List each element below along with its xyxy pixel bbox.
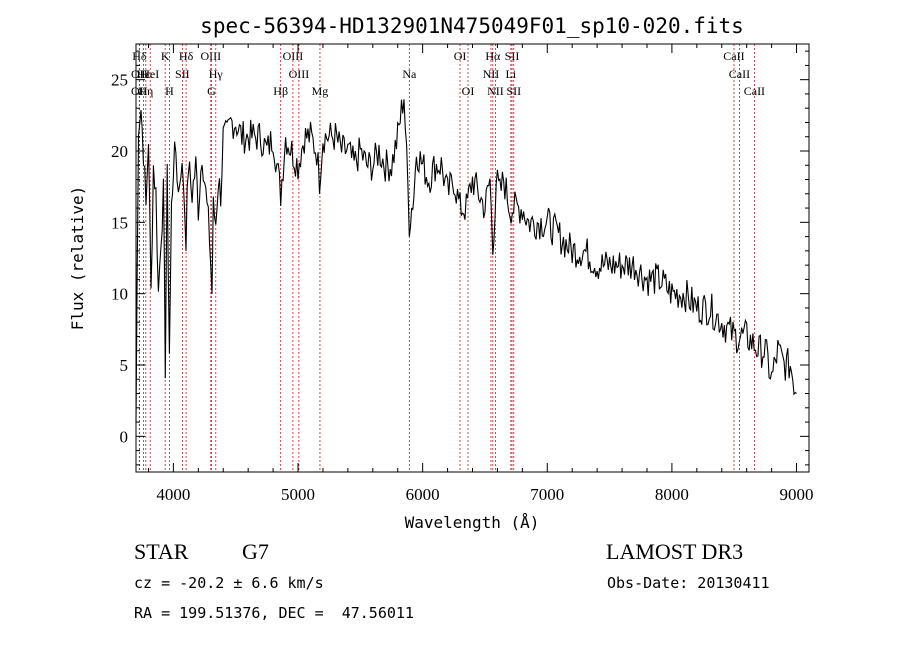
survey-name: LAMOST DR3 <box>606 539 744 564</box>
marker-label-4: Hη <box>138 84 153 98</box>
redshift-readout: cz = -20.2 ± 6.6 km/s <box>134 574 324 592</box>
marker-label-18: OI <box>454 49 467 63</box>
y-tick-label-3: 15 <box>111 213 128 232</box>
marker-label-27: CaII <box>729 67 750 81</box>
axis-ticks: 4000 5000 6000 7000 8000 9000 0 5 10 15 20 25 <box>111 44 814 504</box>
marker-label-20: Hα <box>485 49 501 63</box>
marker-label-22: NII <box>487 84 504 98</box>
y-tick-label-4: 20 <box>111 142 128 161</box>
marker-label-28: CaII <box>744 84 765 98</box>
marker-label-14: OIII <box>283 49 304 63</box>
obs-date: Obs-Date: 20130411 <box>607 574 770 592</box>
x-tick-label-3: 7000 <box>530 485 564 504</box>
x-axis-title: Wavelength (Å) <box>405 513 540 532</box>
marker-label-25: SII <box>506 84 521 98</box>
x-tick-label-0: 4000 <box>156 485 190 504</box>
object-class: STAR <box>134 539 189 564</box>
y-tick-label-0: 0 <box>120 427 129 446</box>
x-tick-label-1: 5000 <box>281 485 315 504</box>
marker-label-8: SII <box>175 67 190 81</box>
spectrum-line <box>135 99 797 423</box>
marker-label-12: G <box>207 84 216 98</box>
marker-label-11: Hγ <box>209 67 224 81</box>
marker-label-19: OI <box>462 84 475 98</box>
marker-label-7: H <box>165 84 174 98</box>
marker-label-6: K <box>161 49 170 63</box>
marker-label-21: NII <box>483 67 500 81</box>
plot-frame <box>135 43 810 473</box>
marker-label-9: Hδ <box>179 49 194 63</box>
marker-label-5: HeI <box>141 67 159 81</box>
marker-label-26: CaII <box>723 49 744 63</box>
marker-label-16: Mg <box>312 84 329 98</box>
marker-label-24: Li <box>506 67 517 81</box>
marker-label-15: OIII <box>289 67 310 81</box>
marker-label-13: Hβ <box>273 84 288 98</box>
chart-title: spec-56394-HD132901N475049F01_sp10-020.f… <box>200 14 744 38</box>
y-tick-label-5: 25 <box>111 71 128 90</box>
coordinates: RA = 199.51376, DEC = 47.56011 <box>134 604 414 622</box>
x-tick-label-4: 8000 <box>655 485 689 504</box>
marker-label-23: SII <box>505 49 520 63</box>
x-tick-label-2: 6000 <box>406 485 440 504</box>
y-axis-title: Flux (relative) <box>68 186 87 331</box>
x-tick-label-5: 9000 <box>780 485 814 504</box>
y-tick-label-2: 10 <box>111 285 128 304</box>
marker-label-17: Na <box>402 67 417 81</box>
marker-label-10: OIII <box>200 49 221 63</box>
object-subclass: G7 <box>242 539 269 564</box>
marker-label-3: Hε <box>137 67 151 81</box>
y-tick-label-1: 5 <box>120 356 129 375</box>
marker-label-2: OII <box>131 84 148 98</box>
